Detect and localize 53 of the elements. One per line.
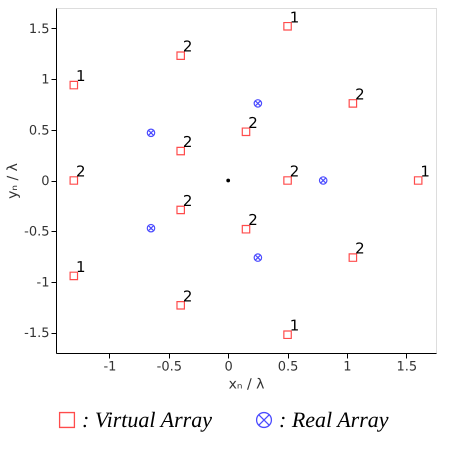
point	[283, 22, 292, 31]
annotation: 2	[182, 287, 192, 306]
point	[176, 301, 185, 310]
point	[254, 253, 262, 262]
annotation: 2	[355, 85, 365, 104]
point	[283, 330, 292, 340]
point	[226, 178, 230, 182]
point	[146, 224, 156, 232]
point	[283, 176, 292, 185]
point	[176, 146, 185, 156]
y-tick-label: -1	[36, 275, 50, 290]
y-tick-label: -1.5	[24, 326, 50, 342]
x-tick-label: 0.5	[278, 360, 298, 374]
annotation: 2	[290, 162, 300, 180]
legend-label: : Real Array	[279, 407, 389, 432]
point	[254, 99, 262, 108]
x-axis-title: xₙ / λ	[228, 376, 264, 392]
annotation: 2	[355, 240, 365, 258]
x-tick-label: 1.5	[396, 360, 418, 374]
point	[176, 51, 185, 60]
y-tick-label: 1	[41, 72, 50, 88]
point	[70, 272, 78, 280]
annotation: 1	[290, 8, 300, 26]
point	[70, 80, 78, 90]
point	[242, 127, 250, 136]
y-tick-label: 0.5	[28, 123, 50, 138]
annotation: 1	[420, 162, 430, 180]
point	[176, 206, 185, 214]
x-tick-label: -0.5	[156, 360, 182, 374]
point	[242, 224, 250, 234]
legend-label: : Virtual Array	[82, 407, 212, 432]
point	[70, 176, 78, 185]
y-tick-label: 0	[41, 174, 50, 189]
x-tick-label: 1	[343, 360, 352, 374]
point	[348, 99, 358, 108]
y-tick-label: -0.5	[24, 224, 50, 240]
annotation: 2	[182, 133, 192, 152]
y-tick-label: 1.5	[28, 22, 50, 37]
y-axis-title: yₙ / λ	[5, 163, 22, 199]
annotation: 2	[76, 162, 86, 180]
x-tick-label: 0	[224, 360, 233, 374]
point	[414, 176, 422, 185]
annotation: 2	[182, 192, 192, 210]
annotation: 2	[182, 38, 192, 56]
annotation: 1	[290, 316, 300, 335]
annotation: 1	[76, 258, 86, 276]
annotation: 2	[248, 211, 258, 230]
point	[146, 128, 156, 138]
point	[348, 253, 358, 262]
annotation: 2	[248, 114, 258, 132]
x-tick-label: -1	[103, 360, 116, 374]
annotation: 1	[76, 67, 86, 86]
point	[318, 176, 328, 185]
